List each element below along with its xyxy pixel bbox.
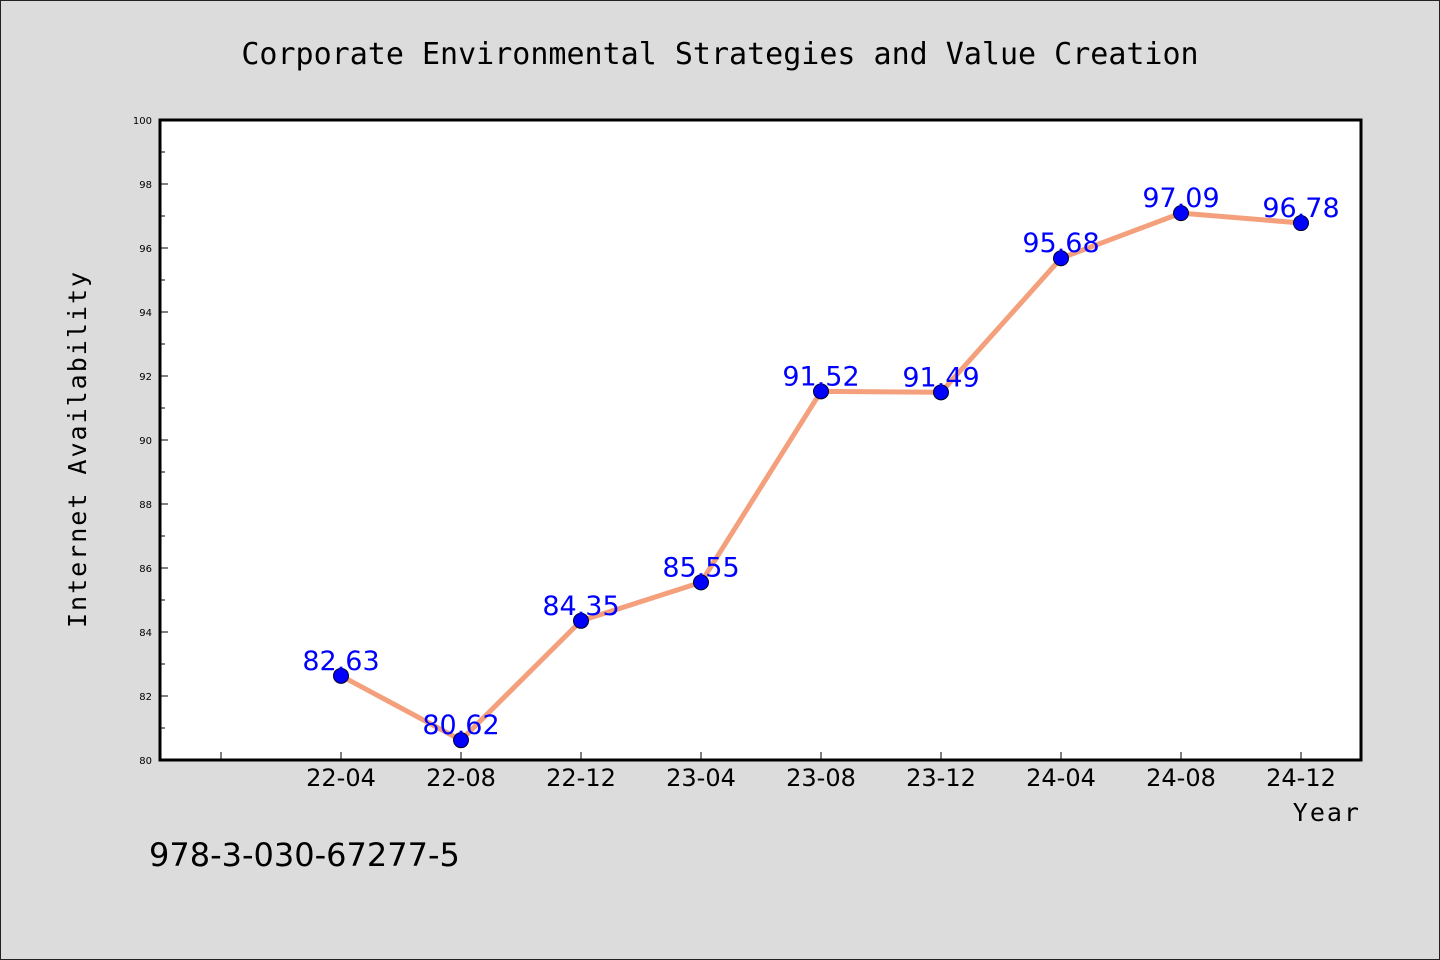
- x-tick-label: 22-08: [426, 764, 496, 792]
- y-tick-label: 82: [139, 692, 152, 703]
- chart-title: Corporate Environmental Strategies and V…: [241, 37, 1198, 72]
- y-tick-label: 80: [139, 756, 152, 767]
- x-tick-label: 23-12: [906, 764, 976, 792]
- data-point-marker: [573, 612, 589, 629]
- data-point-marker: [453, 732, 469, 749]
- y-tick-label: 86: [139, 564, 152, 575]
- y-axis: 80 82 84 86 88 90 92 94 96 98 100: [133, 116, 168, 767]
- x-tick-label: 24-08: [1146, 764, 1216, 792]
- x-tick-label: 24-04: [1026, 764, 1096, 792]
- data-label: 95.68: [1022, 228, 1099, 259]
- x-tick-label: 23-08: [786, 764, 856, 792]
- data-point-marker: [813, 383, 829, 400]
- data-label: 85.55: [662, 552, 739, 583]
- data-label: 91.49: [902, 362, 979, 393]
- data-label: 96.78: [1262, 193, 1339, 224]
- y-tick-label: 100: [133, 116, 152, 127]
- data-point-marker: [1293, 215, 1309, 232]
- y-tick-label: 96: [139, 244, 152, 255]
- x-tick-label: 23-04: [666, 764, 736, 792]
- y-axis-title: Internet Availability: [63, 270, 92, 628]
- x-axis-title: Year: [1293, 798, 1361, 827]
- y-tick-label: 92: [139, 372, 152, 383]
- y-tick-label: 94: [139, 308, 152, 319]
- data-label: 82.63: [302, 646, 379, 677]
- x-tick-label: 22-12: [546, 764, 616, 792]
- data-label: 91.52: [782, 361, 859, 392]
- data-point-marker: [333, 667, 349, 684]
- data-point-marker: [1053, 250, 1069, 267]
- y-tick-label: 90: [139, 436, 152, 447]
- x-tick-label: 22-04: [306, 764, 376, 792]
- plot-area: [158, 118, 1363, 762]
- y-tick-label: 88: [139, 500, 152, 511]
- data-point-marker: [693, 574, 709, 591]
- data-label: 84.35: [542, 591, 619, 622]
- footer-isbn-text: 978-3-030-67277-5: [149, 836, 460, 874]
- data-point-marker: [933, 384, 949, 401]
- data-label: 97.09: [1142, 183, 1219, 214]
- y-tick-label: 98: [139, 180, 152, 191]
- data-point-marker: [1173, 205, 1189, 222]
- x-tick-label: 24-12: [1266, 764, 1336, 792]
- series-line-group: 82.63 80.62 84.35 85.55 91.52 91.49 95.68 97.09…: [302, 183, 1340, 749]
- data-label: 80.62: [422, 710, 499, 741]
- y-tick-label: 84: [139, 628, 152, 639]
- x-axis: 22-04 22-08 22-12 23-04 23-08 23-12 24-04 24-08…: [220, 752, 1336, 792]
